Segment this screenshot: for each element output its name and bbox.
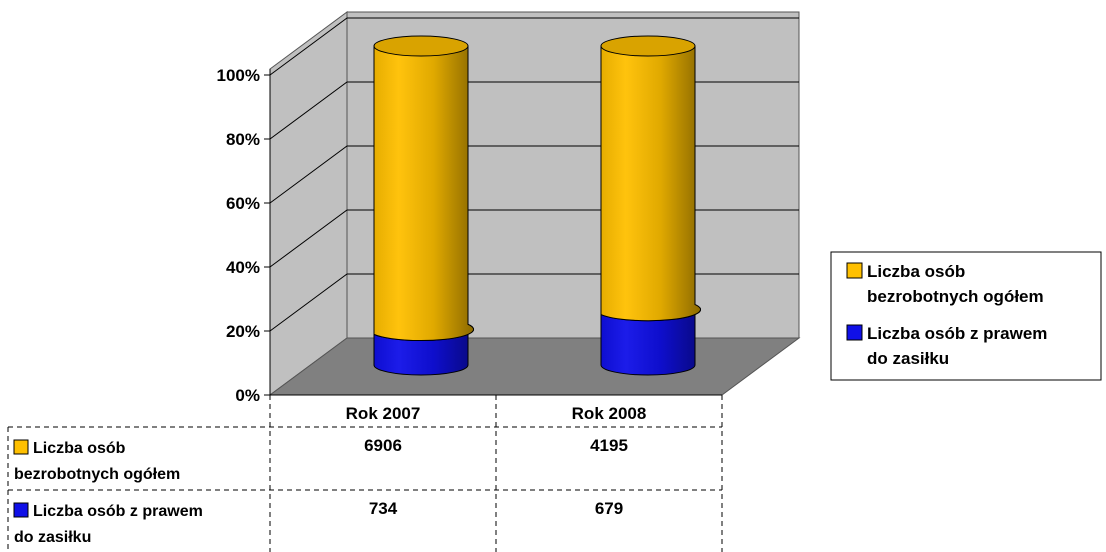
table-legend-key xyxy=(13,502,29,518)
y-tick-label: 100% xyxy=(217,66,260,85)
bar-1-ogolem xyxy=(373,45,475,342)
table-cell-value: 6906 xyxy=(364,436,402,455)
floor xyxy=(268,337,801,396)
y-tick-label: 20% xyxy=(226,322,260,341)
bar-2-ogolem xyxy=(600,45,702,322)
legend-key xyxy=(846,324,863,341)
y-tick-label: 40% xyxy=(226,258,260,277)
table-row-label: bezrobotnych ogółem xyxy=(14,466,180,483)
plot-walls xyxy=(268,11,801,396)
table-cell-value: 734 xyxy=(369,499,398,518)
data-table: Liczba osób bezrobotnych ogółem 6906 4195 Li… xyxy=(7,394,723,552)
x-axis-categories: Rok 2007 Rok 2008 xyxy=(346,404,647,423)
legend-box xyxy=(830,251,1102,381)
table-row-label: Liczba osób xyxy=(33,440,126,457)
y-axis-ticks: 0% 20% 40% 60% 80% 100% xyxy=(217,66,271,405)
legend-label: do zasiłku xyxy=(867,349,949,368)
side-wall xyxy=(269,11,348,396)
table-legend-key xyxy=(13,439,29,455)
gridline xyxy=(269,17,799,76)
legend: Liczba osób bezrobotnych ogółem Liczba osó… xyxy=(830,251,1102,381)
bar-2-top xyxy=(600,35,696,57)
y-tick-label: 80% xyxy=(226,130,260,149)
y-tick-label: 60% xyxy=(226,194,260,213)
table-cell-value: 679 xyxy=(595,499,623,518)
table-row-label: Liczba osób z prawem xyxy=(33,503,203,520)
category-label: Rok 2008 xyxy=(572,404,647,423)
bar-1-top xyxy=(373,35,469,57)
legend-key xyxy=(846,262,863,279)
table-row-label: do zasiłku xyxy=(14,529,91,546)
table-cell-value: 4195 xyxy=(590,436,628,455)
legend-label: Liczba osób z prawem xyxy=(867,324,1047,343)
bars xyxy=(373,35,702,376)
category-label: Rok 2007 xyxy=(346,404,421,423)
legend-label: Liczba osób xyxy=(867,262,965,281)
y-tick-label: 0% xyxy=(235,386,260,405)
legend-label: bezrobotnych ogółem xyxy=(867,287,1044,306)
